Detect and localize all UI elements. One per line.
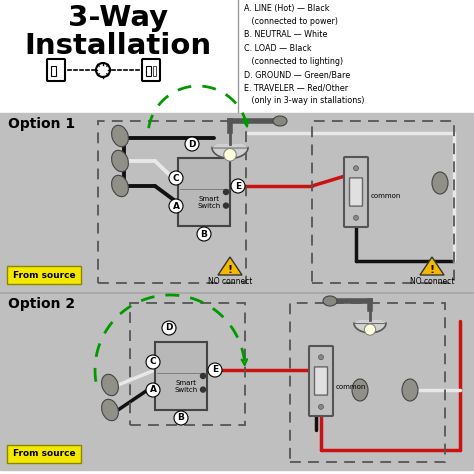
Circle shape <box>354 215 358 220</box>
Circle shape <box>146 355 160 369</box>
Bar <box>0 293 474 470</box>
FancyBboxPatch shape <box>146 66 151 76</box>
Text: !: ! <box>228 265 233 275</box>
Text: Smart
Switch: Smart Switch <box>198 196 221 209</box>
FancyBboxPatch shape <box>7 266 81 284</box>
Circle shape <box>162 321 176 335</box>
Text: A: A <box>173 201 180 210</box>
Circle shape <box>174 411 188 425</box>
Polygon shape <box>212 144 248 147</box>
Text: Option 2: Option 2 <box>8 297 75 311</box>
Circle shape <box>365 324 375 335</box>
FancyBboxPatch shape <box>7 445 81 463</box>
Circle shape <box>319 355 323 360</box>
Text: E: E <box>212 365 218 374</box>
Text: common: common <box>336 384 366 390</box>
Ellipse shape <box>352 379 368 401</box>
Circle shape <box>197 227 211 241</box>
Text: !: ! <box>429 265 435 275</box>
FancyBboxPatch shape <box>344 157 368 227</box>
Polygon shape <box>354 323 386 333</box>
Bar <box>130 303 245 425</box>
Circle shape <box>185 137 199 151</box>
FancyBboxPatch shape <box>349 178 363 206</box>
Bar <box>0 113 474 291</box>
Circle shape <box>224 148 237 161</box>
FancyBboxPatch shape <box>178 158 230 226</box>
Bar <box>0 0 474 112</box>
Ellipse shape <box>101 399 118 421</box>
FancyBboxPatch shape <box>309 346 333 416</box>
Text: 3-Way: 3-Way <box>68 4 168 32</box>
Ellipse shape <box>323 296 337 306</box>
Text: E: E <box>235 182 241 191</box>
Text: C: C <box>150 357 156 366</box>
Ellipse shape <box>111 150 128 172</box>
Circle shape <box>208 363 222 377</box>
Text: A: A <box>149 385 156 394</box>
Circle shape <box>201 387 206 392</box>
Text: B: B <box>201 229 208 238</box>
Text: Installation: Installation <box>25 32 211 60</box>
Polygon shape <box>420 257 444 275</box>
Text: D: D <box>165 323 173 332</box>
Circle shape <box>224 203 228 208</box>
FancyBboxPatch shape <box>155 342 207 410</box>
Text: C: C <box>173 173 179 182</box>
Bar <box>98 121 246 283</box>
Circle shape <box>169 199 183 213</box>
Text: From source: From source <box>13 271 75 280</box>
Circle shape <box>169 171 183 185</box>
FancyBboxPatch shape <box>51 66 56 76</box>
Circle shape <box>224 190 228 194</box>
Text: NO connect: NO connect <box>410 276 454 285</box>
Text: D: D <box>188 139 196 148</box>
Ellipse shape <box>101 374 118 396</box>
FancyBboxPatch shape <box>315 367 328 395</box>
Circle shape <box>354 166 358 171</box>
FancyBboxPatch shape <box>153 66 156 76</box>
Polygon shape <box>212 147 248 158</box>
Ellipse shape <box>111 175 128 197</box>
Circle shape <box>231 179 245 193</box>
Ellipse shape <box>111 125 128 146</box>
Circle shape <box>319 404 323 410</box>
Ellipse shape <box>402 379 418 401</box>
Circle shape <box>201 374 206 379</box>
Bar <box>312 121 454 283</box>
Ellipse shape <box>273 116 287 126</box>
Ellipse shape <box>432 172 448 194</box>
Text: From source: From source <box>13 449 75 458</box>
Polygon shape <box>354 320 386 323</box>
Text: common: common <box>371 193 401 199</box>
Circle shape <box>146 383 160 397</box>
Text: Option 1: Option 1 <box>8 117 75 131</box>
Text: B: B <box>178 413 184 422</box>
Text: A. LINE (Hot) — Black
   (connected to power)
B. NEUTRAL — White
C. LOAD — Black: A. LINE (Hot) — Black (connected to powe… <box>244 4 365 105</box>
Bar <box>290 303 445 462</box>
Text: NO connect: NO connect <box>208 276 252 285</box>
Text: Smart
Switch: Smart Switch <box>174 380 198 392</box>
Polygon shape <box>218 257 242 275</box>
